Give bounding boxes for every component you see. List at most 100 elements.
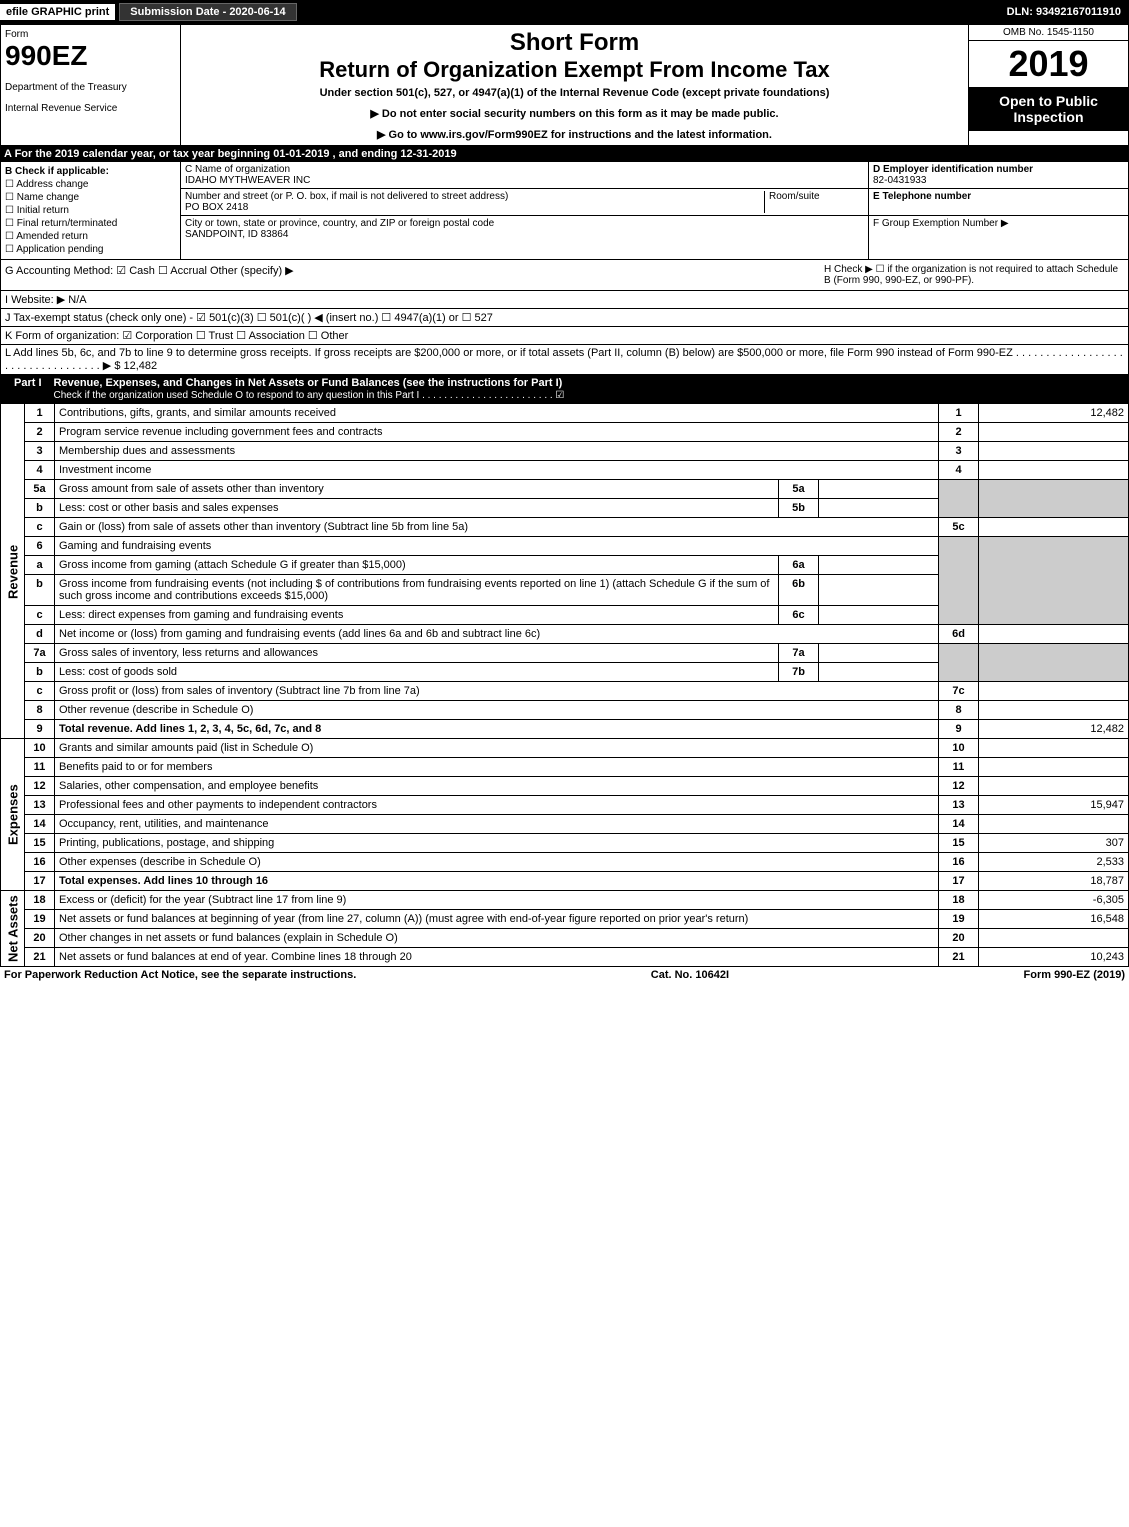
omb-number: OMB No. 1545-1150 bbox=[969, 25, 1128, 41]
website-row: I Website: ▶ N/A bbox=[0, 291, 1129, 309]
line-5a-desc: Gross amount from sale of assets other t… bbox=[55, 480, 779, 499]
efile-print-label[interactable]: efile GRAPHIC print bbox=[0, 4, 115, 20]
line-13-val: 15,947 bbox=[979, 796, 1129, 815]
line-6a-desc: Gross income from gaming (attach Schedul… bbox=[55, 556, 779, 575]
line-3-val bbox=[979, 442, 1129, 461]
part-1-header: Part I Revenue, Expenses, and Changes in… bbox=[0, 375, 1129, 403]
check-address-change[interactable]: ☐ Address change bbox=[5, 179, 176, 190]
check-initial-return[interactable]: ☐ Initial return bbox=[5, 205, 176, 216]
under-section: Under section 501(c), 527, or 4947(a)(1)… bbox=[185, 87, 964, 99]
line-7b-box: 7b bbox=[779, 663, 819, 682]
line-4-val bbox=[979, 461, 1129, 480]
line-21-desc: Net assets or fund balances at end of ye… bbox=[55, 948, 939, 967]
line-6d-desc: Net income or (loss) from gaming and fun… bbox=[55, 625, 939, 644]
line-5c-desc: Gain or (loss) from sale of assets other… bbox=[55, 518, 939, 537]
section-b-checkboxes: B Check if applicable: ☐ Address change … bbox=[1, 162, 181, 259]
org-name-label: C Name of organization bbox=[185, 164, 864, 175]
line-21-val: 10,243 bbox=[979, 948, 1129, 967]
line-5b-box: 5b bbox=[779, 499, 819, 518]
line-1-num: 1 bbox=[25, 404, 55, 423]
line-5b-innerval bbox=[819, 499, 939, 518]
line-6b-innerval bbox=[819, 575, 939, 606]
line-16-val: 2,533 bbox=[979, 853, 1129, 872]
short-form-title: Short Form bbox=[185, 29, 964, 57]
line-4-desc: Investment income bbox=[55, 461, 939, 480]
line-a-tax-year: A For the 2019 calendar year, or tax yea… bbox=[0, 146, 1129, 162]
line-6d-val bbox=[979, 625, 1129, 644]
netassets-section-label: Net Assets bbox=[1, 891, 25, 967]
line-9-val: 12,482 bbox=[979, 720, 1129, 739]
line-11-val bbox=[979, 758, 1129, 777]
line-18-desc: Excess or (deficit) for the year (Subtra… bbox=[55, 891, 939, 910]
line-17-val: 18,787 bbox=[979, 872, 1129, 891]
line-6b-box: 6b bbox=[779, 575, 819, 606]
org-name: IDAHO MYTHWEAVER INC bbox=[185, 175, 864, 186]
telephone-value bbox=[873, 202, 1124, 213]
form-header: Form 990EZ Department of the Treasury In… bbox=[0, 24, 1129, 146]
line-10-val bbox=[979, 739, 1129, 758]
city-label: City or town, state or province, country… bbox=[185, 218, 864, 229]
line-7c-desc: Gross profit or (loss) from sales of inv… bbox=[55, 682, 939, 701]
page-footer: For Paperwork Reduction Act Notice, see … bbox=[0, 967, 1129, 983]
street-value: PO BOX 2418 bbox=[185, 202, 764, 213]
line-8-val bbox=[979, 701, 1129, 720]
line-7c-val bbox=[979, 682, 1129, 701]
line-2-desc: Program service revenue including govern… bbox=[55, 423, 939, 442]
street-label: Number and street (or P. O. box, if mail… bbox=[185, 191, 764, 202]
line-l-gross-receipts: L Add lines 5b, 6c, and 7b to line 9 to … bbox=[0, 345, 1129, 375]
ein-value: 82-0431933 bbox=[873, 175, 1124, 186]
revenue-section-label: Revenue bbox=[1, 404, 25, 739]
row-g-h: G Accounting Method: ☑ Cash ☐ Accrual Ot… bbox=[0, 260, 1129, 291]
city-value: SANDPOINT, ID 83864 bbox=[185, 229, 864, 240]
return-title: Return of Organization Exempt From Incom… bbox=[185, 57, 964, 83]
ein-label: D Employer identification number bbox=[873, 164, 1124, 175]
check-name-change[interactable]: ☐ Name change bbox=[5, 192, 176, 203]
line-12-val bbox=[979, 777, 1129, 796]
line-9-desc: Total revenue. Add lines 1, 2, 3, 4, 5c,… bbox=[55, 720, 939, 739]
open-public-badge: Open to Public Inspection bbox=[969, 87, 1128, 131]
line-19-val: 16,548 bbox=[979, 910, 1129, 929]
line-5a-box: 5a bbox=[779, 480, 819, 499]
accounting-method[interactable]: G Accounting Method: ☑ Cash ☐ Accrual Ot… bbox=[5, 264, 824, 286]
form-version: Form 990-EZ (2019) bbox=[1024, 969, 1125, 981]
instructions-link[interactable]: ▶ Go to www.irs.gov/Form990EZ for instru… bbox=[185, 128, 964, 141]
top-bar: efile GRAPHIC print Submission Date - 20… bbox=[0, 0, 1129, 24]
line-15-desc: Printing, publications, postage, and shi… bbox=[55, 834, 939, 853]
line-5c-val bbox=[979, 518, 1129, 537]
line-6c-innerval bbox=[819, 606, 939, 625]
line-1-desc: Contributions, gifts, grants, and simila… bbox=[55, 404, 939, 423]
submission-date: Submission Date - 2020-06-14 bbox=[119, 3, 296, 21]
tax-exempt-status[interactable]: J Tax-exempt status (check only one) - ☑… bbox=[0, 309, 1129, 327]
paperwork-notice: For Paperwork Reduction Act Notice, see … bbox=[4, 969, 356, 981]
check-application-pending[interactable]: ☐ Application pending bbox=[5, 244, 176, 255]
line-1-val: 12,482 bbox=[979, 404, 1129, 423]
line-6b-desc: Gross income from fundraising events (no… bbox=[55, 575, 779, 606]
line-11-desc: Benefits paid to or for members bbox=[55, 758, 939, 777]
schedule-b-check[interactable]: H Check ▶ ☐ if the organization is not r… bbox=[824, 264, 1124, 286]
line-1-box: 1 bbox=[939, 404, 979, 423]
expenses-section-label: Expenses bbox=[1, 739, 25, 891]
line-3-desc: Membership dues and assessments bbox=[55, 442, 939, 461]
line-7b-innerval bbox=[819, 663, 939, 682]
line-7a-innerval bbox=[819, 644, 939, 663]
group-exemption-label: F Group Exemption Number ▶ bbox=[873, 218, 1124, 229]
part-1-check[interactable]: Check if the organization used Schedule … bbox=[54, 390, 565, 401]
line-19-desc: Net assets or fund balances at beginning… bbox=[55, 910, 939, 929]
check-amended-return[interactable]: ☐ Amended return bbox=[5, 231, 176, 242]
form-of-organization[interactable]: K Form of organization: ☑ Corporation ☐ … bbox=[0, 327, 1129, 345]
line-7a-desc: Gross sales of inventory, less returns a… bbox=[55, 644, 779, 663]
line-6c-box: 6c bbox=[779, 606, 819, 625]
line-20-val bbox=[979, 929, 1129, 948]
line-14-val bbox=[979, 815, 1129, 834]
line-14-desc: Occupancy, rent, utilities, and maintena… bbox=[55, 815, 939, 834]
line-12-desc: Salaries, other compensation, and employ… bbox=[55, 777, 939, 796]
line-6a-innerval bbox=[819, 556, 939, 575]
line-5b-desc: Less: cost or other basis and sales expe… bbox=[55, 499, 779, 518]
catalog-number: Cat. No. 10642I bbox=[356, 969, 1023, 981]
line-15-val: 307 bbox=[979, 834, 1129, 853]
irs-label: Internal Revenue Service bbox=[5, 103, 176, 114]
part-1-label: Part I bbox=[6, 377, 50, 401]
line-18-val: -6,305 bbox=[979, 891, 1129, 910]
check-final-return[interactable]: ☐ Final return/terminated bbox=[5, 218, 176, 229]
part-1-title: Revenue, Expenses, and Changes in Net As… bbox=[54, 377, 563, 389]
